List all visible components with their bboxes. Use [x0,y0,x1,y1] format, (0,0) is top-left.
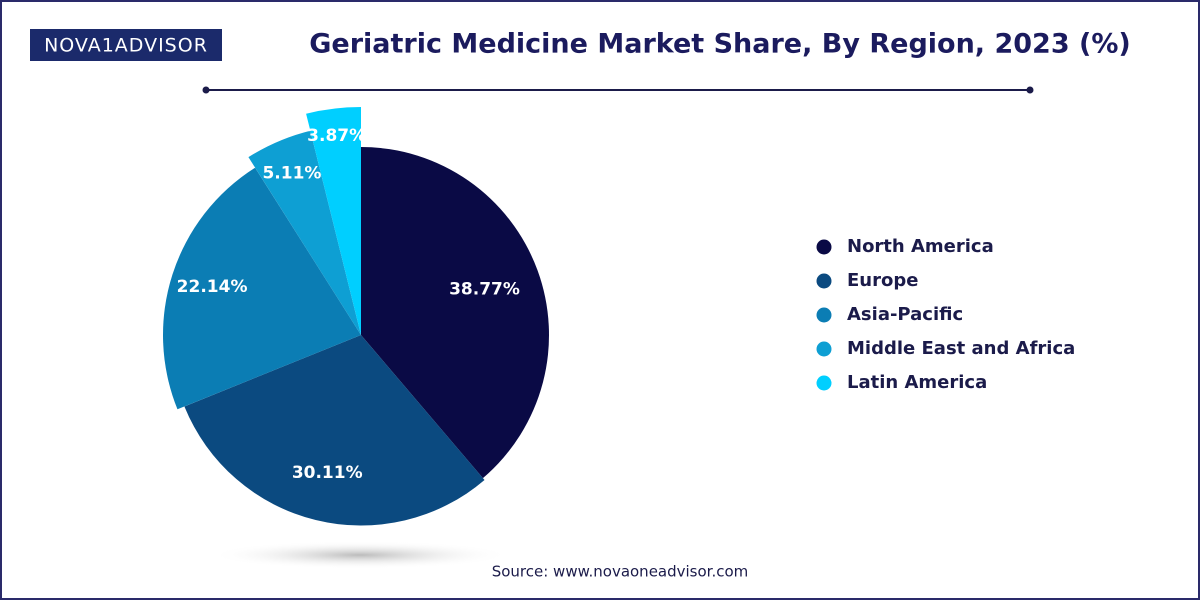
value-label: 5.11% [262,163,321,183]
source: Source: www.novaoneadvisor.com [492,563,749,581]
legend-label: Europe [847,270,918,291]
value-label: 22.14% [177,277,248,297]
legend-marker [816,375,832,391]
rule-dot [202,86,210,94]
rule-dot [1026,86,1034,94]
pie-slice [184,335,485,526]
legend-label: Asia-Pacific [847,304,963,325]
value-label: 38.77% [449,280,520,300]
pie-slice [162,167,361,410]
logo-box [30,29,222,61]
legend-label: North America [847,236,994,257]
legend-marker [816,239,832,255]
legend-label: Latin America [847,372,987,393]
pie-slice [361,147,549,479]
logo: NOVA1ADVISOR [44,35,208,57]
legend-label: Middle East and Africa [847,338,1075,359]
pie-slice [248,130,361,335]
value-label: 3.87% [307,126,366,146]
legend-marker [816,341,832,357]
value-label: 30.11% [292,463,363,483]
legend-marker [816,307,832,323]
legend-marker [816,273,832,289]
chart-title: Geriatric Medicine Market Share, By Regi… [309,29,1131,60]
shadow [210,541,510,569]
pie-slice [306,107,361,335]
